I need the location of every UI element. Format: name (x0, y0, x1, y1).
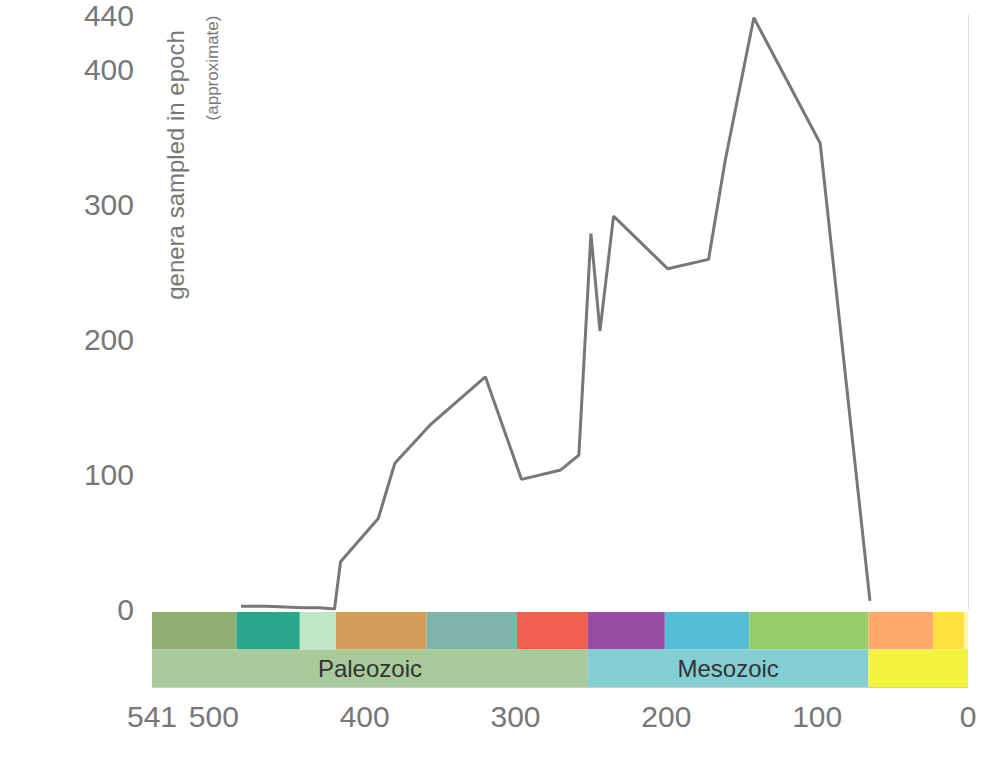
svg-text:genera sampled in epoch: genera sampled in epoch (162, 30, 189, 300)
svg-text:500: 500 (189, 700, 239, 733)
svg-text:300: 300 (490, 700, 540, 733)
svg-text:Mesozoic: Mesozoic (677, 655, 778, 682)
svg-text:400: 400 (340, 700, 390, 733)
svg-text:541: 541 (127, 700, 177, 733)
svg-text:100: 100 (84, 458, 134, 491)
svg-text:440: 440 (84, 0, 134, 32)
svg-text:0: 0 (960, 700, 977, 733)
svg-text:(approximate): (approximate) (203, 16, 222, 121)
svg-text:100: 100 (792, 700, 842, 733)
svg-text:0: 0 (117, 593, 134, 626)
svg-text:200: 200 (641, 700, 691, 733)
svg-text:200: 200 (84, 323, 134, 356)
svg-text:300: 300 (84, 188, 134, 221)
svg-text:Paleozoic: Paleozoic (318, 655, 422, 682)
svg-text:400: 400 (84, 53, 134, 86)
